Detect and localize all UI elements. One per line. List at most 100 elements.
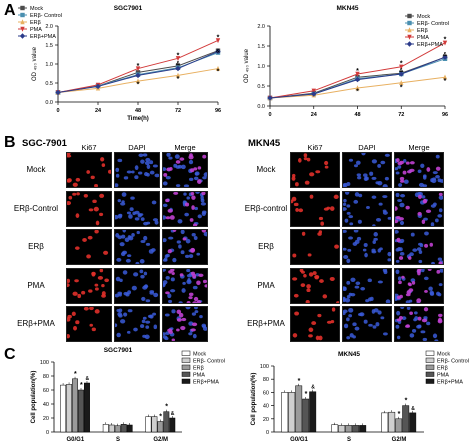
nucleus (373, 308, 379, 313)
bar (102, 424, 109, 433)
ki67-nucleus (423, 307, 429, 312)
ki67-nucleus (426, 167, 431, 172)
nucleus (127, 289, 132, 294)
micrograph-dapi (342, 190, 392, 227)
nucleus (399, 202, 405, 207)
ki67-nucleus (292, 333, 298, 338)
nucleus (192, 333, 197, 339)
nucleus (433, 201, 437, 206)
nucleus (387, 258, 391, 262)
ki67-nucleus (201, 191, 206, 195)
ki67-nucleus (190, 168, 195, 173)
ki67-nucleus (304, 180, 310, 185)
ki67-nucleus (193, 296, 199, 301)
nucleus (152, 312, 157, 316)
ki67-nucleus (107, 169, 111, 174)
cell-line-title: MKN45 (248, 138, 281, 149)
micrograph-ki67-image (67, 307, 100, 339)
micrograph-dapi (114, 306, 160, 342)
nucleus (186, 273, 193, 277)
nucleus (343, 311, 346, 316)
x-tick-label: 72 (398, 112, 404, 118)
micrograph-dapi-image (343, 153, 390, 187)
micrograph-dapi (342, 229, 392, 265)
ki67-nucleus (171, 338, 176, 341)
ki67-nucleus (86, 170, 91, 174)
nucleus (142, 153, 148, 157)
y-tick-label: 100 (260, 364, 269, 370)
nucleus (135, 261, 140, 264)
nucleus (163, 279, 168, 284)
ki67-nucleus (99, 212, 104, 216)
ki67-nucleus (408, 256, 412, 260)
nucleus (432, 333, 438, 339)
nucleus (152, 164, 158, 168)
nucleus (115, 323, 118, 328)
nucleus (124, 237, 130, 242)
significance-mark: * (217, 34, 220, 41)
cell-line-title: SGC-7901 (22, 138, 67, 149)
data-point (175, 56, 181, 61)
y-axis-label: Cell population(%) (251, 373, 257, 426)
nucleus (420, 330, 426, 334)
nucleus (164, 254, 169, 258)
nucleus (145, 242, 151, 246)
significance-mark: & (171, 411, 175, 417)
nucleus (360, 286, 366, 290)
ki67-nucleus (400, 179, 405, 183)
ki67-nucleus (193, 223, 198, 226)
column-label: Ki67 (307, 143, 323, 152)
ki67-nucleus (165, 290, 170, 294)
ki67-nucleus (427, 268, 432, 271)
nucleus (356, 173, 362, 177)
nucleus (347, 248, 352, 252)
nucleus (118, 292, 122, 297)
ki67-nucleus (436, 269, 441, 274)
nucleus (140, 216, 145, 221)
ki67-nucleus (293, 202, 299, 206)
nucleus (397, 246, 402, 252)
ki67-nucleus (399, 216, 404, 221)
nucleus (175, 184, 181, 187)
nucleus (199, 314, 203, 319)
ki67-nucleus (303, 153, 308, 158)
nucleus (193, 176, 199, 181)
bar (163, 411, 170, 433)
ki67-nucleus (291, 176, 296, 181)
micrograph-merge-image (395, 191, 443, 226)
column-label: Merge (408, 143, 430, 152)
ki67-nucleus (331, 307, 336, 312)
bar (66, 384, 72, 433)
significance-mark: * (444, 78, 447, 85)
nucleus (123, 291, 129, 295)
bar (78, 389, 84, 433)
y-tick-label: 80 (43, 374, 49, 380)
bar (409, 412, 417, 433)
nucleus (343, 285, 347, 290)
ki67-nucleus (308, 334, 313, 338)
nucleus (154, 219, 159, 225)
line-chart-mkn45: MKN45 0.0 0.5 1.0 1.5 2.0 0 24 48 72 96 OD ₄₉₀ valu… (244, 5, 449, 118)
ki67-nucleus (75, 212, 80, 218)
data-point (399, 80, 404, 85)
micrograph-ki67-image (67, 153, 111, 187)
ki67-nucleus (318, 230, 323, 234)
row-label: Mock (256, 165, 276, 174)
nucleus (387, 216, 391, 220)
nucleus (121, 191, 127, 197)
bar (145, 416, 152, 433)
ki67-nucleus (408, 287, 414, 292)
ki67-nucleus (303, 273, 307, 278)
nucleus (421, 194, 426, 199)
significance-mark: * (444, 37, 447, 44)
ki67-nucleus (317, 313, 322, 318)
ki67-nucleus (188, 295, 193, 299)
nucleus (145, 157, 151, 162)
row-label: ERβ-Control (13, 203, 59, 213)
micrograph-dapi-image (115, 268, 159, 302)
ki67-nucleus (178, 312, 184, 318)
nucleus (116, 332, 121, 338)
ki67-nucleus (190, 248, 195, 253)
nucleus (165, 176, 171, 180)
